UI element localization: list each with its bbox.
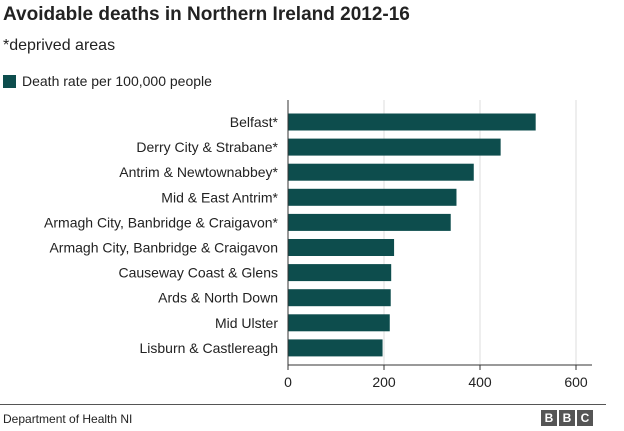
bar-chart: 0 200 400 600 Belfast* Derry City & Strabane*…: [44, 100, 592, 390]
bar: [288, 163, 474, 181]
legend: Death rate per 100,000 people: [3, 73, 212, 89]
bbc-logo: B B C: [541, 410, 593, 426]
bar: [288, 314, 390, 332]
x-tick-label: 400: [468, 374, 492, 390]
bar: [288, 188, 457, 206]
footer-divider: [0, 404, 606, 405]
x-tick-label: 0: [284, 374, 292, 390]
category-label: Belfast*: [230, 114, 279, 130]
category-label: Lisburn & Castlereagh: [139, 340, 278, 356]
bbc-logo-letter: B: [541, 410, 557, 426]
category-label: Mid & East Antrim*: [161, 189, 278, 205]
bar: [288, 339, 383, 357]
category-label: Derry City & Strabane*: [136, 139, 278, 155]
category-label: Causeway Coast & Glens: [118, 265, 278, 281]
chart-subtitle: *deprived areas: [3, 37, 116, 54]
category-label: Armagh City, Banbridge & Craigavon: [49, 240, 278, 256]
category-label: Ards & North Down: [158, 290, 278, 306]
legend-swatch: [3, 74, 16, 88]
legend-label: Death rate per 100,000 people: [22, 73, 212, 89]
bar: [288, 213, 451, 231]
x-tick-label: 600: [564, 374, 588, 390]
bar: [288, 264, 392, 282]
bar: [288, 113, 536, 131]
bar: [288, 239, 395, 256]
bar: [288, 138, 501, 156]
category-label: Mid Ulster: [215, 315, 278, 331]
bbc-logo-letter: C: [577, 410, 593, 426]
chart-title: Avoidable deaths in Northern Ireland 201…: [3, 4, 410, 25]
source-note: Department of Health NI: [3, 412, 133, 426]
x-tick-label: 200: [372, 374, 396, 390]
bar: [288, 289, 391, 307]
category-label: Armagh City, Banbridge & Craigavon*: [44, 214, 279, 230]
bbc-logo-letter: B: [559, 410, 575, 426]
category-label: Antrim & Newtownabbey*: [119, 164, 278, 180]
